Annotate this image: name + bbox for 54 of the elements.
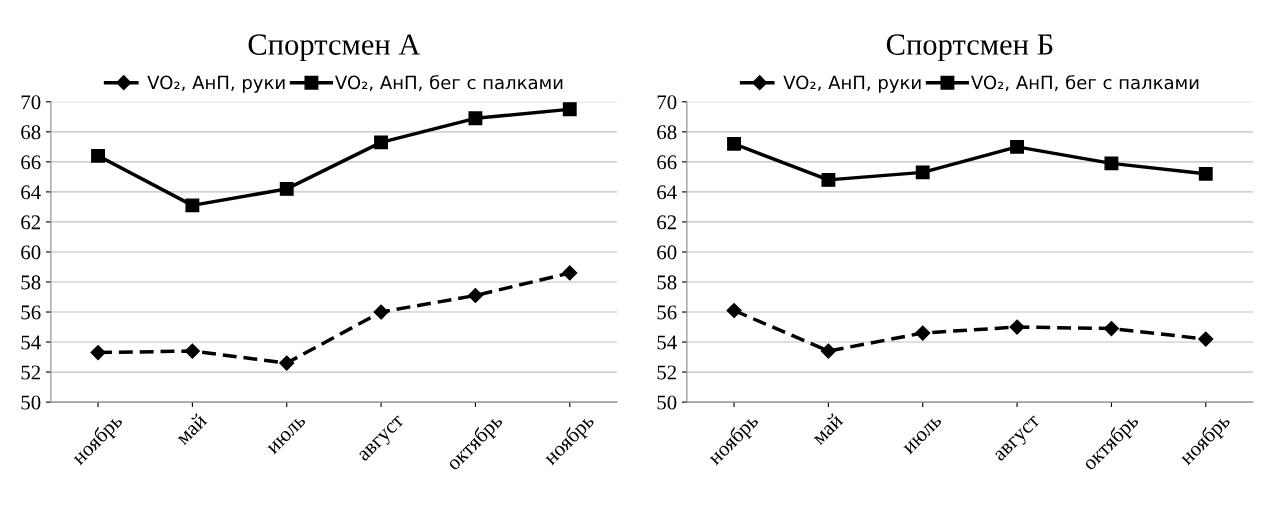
point [1104, 156, 1119, 171]
x-tick-label: май [810, 412, 844, 446]
y-tick-label: 50 [21, 395, 41, 410]
y-tick-label: 52 [657, 365, 677, 380]
point [915, 165, 930, 180]
y-tick-label: 60 [21, 245, 41, 260]
point [562, 102, 577, 117]
chart-title: Спортсмен А [248, 34, 421, 62]
point [1198, 166, 1213, 181]
y-tick-label: 58 [21, 275, 41, 290]
point [374, 135, 389, 150]
point [279, 355, 295, 371]
y-tick-label: 56 [21, 305, 41, 320]
y-tick-label: 52 [21, 365, 41, 380]
y-tick-label: 54 [657, 335, 677, 350]
y-tick-label: 70 [21, 95, 41, 110]
y-tick-label: 62 [657, 215, 677, 230]
point [467, 287, 483, 304]
y-tick-label: 66 [657, 155, 677, 170]
point [90, 344, 106, 361]
point [726, 302, 742, 319]
point [1010, 139, 1025, 154]
y-tick-label: 50 [657, 395, 677, 410]
point [915, 325, 931, 341]
legend-label: VO₂, АнП, бег с палками [971, 74, 1199, 92]
y-tick-label: 66 [21, 155, 41, 170]
point [562, 265, 578, 281]
y-tick-label: 64 [21, 185, 41, 200]
y-tick-label: 54 [21, 335, 41, 350]
point [1103, 320, 1119, 337]
point [820, 343, 836, 359]
y-tick-label: 58 [657, 275, 677, 290]
y-tick-label: 64 [657, 185, 677, 200]
point [1009, 319, 1025, 335]
point [184, 343, 200, 359]
x-tick-label: май [174, 412, 208, 446]
point [279, 181, 294, 196]
legend-label: VO₂, АнП, руки [147, 75, 285, 93]
y-tick-label: 56 [657, 305, 677, 320]
point [185, 198, 200, 213]
y-tick-label: 60 [657, 245, 677, 260]
point [91, 148, 105, 163]
y-tick-label: 70 [657, 95, 677, 110]
point [727, 136, 741, 151]
y-tick-label: 68 [21, 125, 41, 140]
point [1198, 331, 1214, 347]
point [821, 172, 836, 187]
point [468, 111, 483, 126]
legend-label: VO₂, АнП, руки [783, 75, 921, 93]
y-tick-label: 68 [657, 125, 677, 140]
point [373, 304, 389, 320]
y-tick-label: 62 [21, 215, 41, 230]
legend-label: VO₂, АнП, бег с палками [335, 74, 563, 92]
chart-title: Спортсмен Б [886, 34, 1053, 62]
